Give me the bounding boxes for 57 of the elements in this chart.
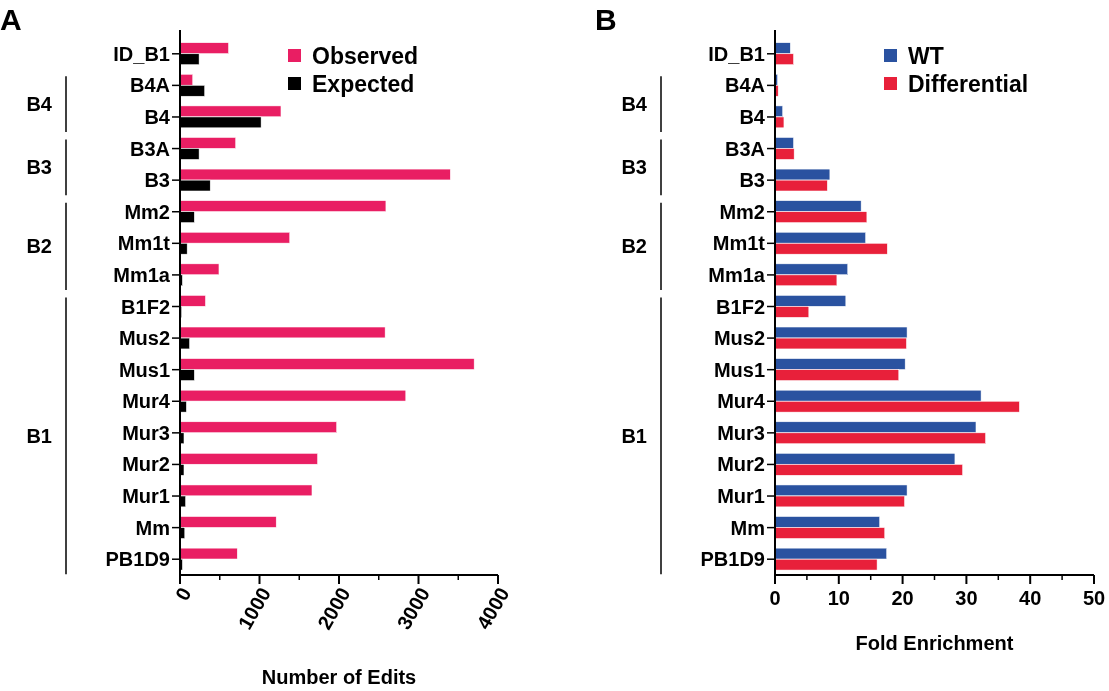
y-tick-label: Mm2 bbox=[124, 200, 170, 223]
y-tick-label: B4 bbox=[739, 105, 766, 128]
y-tick-label: B4 bbox=[144, 105, 171, 128]
y-tick-label: Mur1 bbox=[717, 485, 765, 508]
y-tick-label: B1F2 bbox=[121, 295, 170, 318]
y-tick-label: Mus2 bbox=[713, 327, 765, 350]
y-tick-label: PB1D9 bbox=[700, 548, 765, 571]
y-tick-label: ID_B1 bbox=[708, 42, 765, 65]
legend-label: Observed bbox=[312, 43, 419, 70]
legend-label: WT bbox=[908, 43, 944, 70]
x-tick-label: 10 bbox=[827, 587, 850, 609]
y-tick-label: B3 bbox=[144, 169, 170, 192]
y-tick-label: Mm bbox=[135, 516, 170, 539]
y-tick-label: Mm bbox=[730, 516, 765, 539]
x-tick-label: 50 bbox=[1082, 587, 1106, 609]
text: B4 bbox=[621, 93, 648, 116]
y-tick-label: B3A bbox=[724, 137, 765, 160]
y-tick-label: ID_B1 bbox=[113, 42, 170, 65]
text: B3 bbox=[621, 156, 647, 179]
y-tick-label: Mur1 bbox=[122, 485, 170, 508]
x-tick-label: 30 bbox=[955, 587, 978, 609]
y-tick-label: Mur2 bbox=[717, 453, 765, 476]
x-axis-title: Fold Enrichment bbox=[855, 632, 1014, 654]
y-tick-label: Mur2 bbox=[122, 453, 170, 476]
y-tick-label: B1F2 bbox=[716, 295, 765, 318]
x-tick-label: 0 bbox=[170, 583, 196, 605]
y-tick-label: Mus1 bbox=[713, 358, 765, 381]
y-tick-label: B4A bbox=[129, 74, 170, 97]
text: B2 bbox=[621, 235, 647, 258]
y-tick-label: B3A bbox=[129, 137, 170, 160]
y-tick-label: Mur4 bbox=[122, 390, 171, 413]
chart-title: A bbox=[0, 3, 22, 36]
y-tick-label: Mm1a bbox=[708, 263, 766, 286]
chart-title: B bbox=[595, 3, 617, 36]
y-tick-label: Mus1 bbox=[118, 358, 170, 381]
text: B3 bbox=[26, 156, 52, 179]
text: B1 bbox=[621, 424, 647, 447]
y-tick-label: Mm2 bbox=[719, 200, 765, 223]
x-tick-label: 20 bbox=[891, 587, 914, 609]
y-tick-label: Mur4 bbox=[717, 390, 766, 413]
y-tick-label: B4A bbox=[724, 74, 765, 97]
legend-label: Differential bbox=[908, 71, 1029, 98]
y-tick-label: B3 bbox=[739, 169, 765, 192]
y-tick-label: Mur3 bbox=[122, 421, 170, 444]
y-tick-label: PB1D9 bbox=[105, 548, 170, 571]
text: B2 bbox=[26, 235, 52, 258]
y-tick-label: Mur3 bbox=[717, 421, 765, 444]
y-tick-label: Mm1a bbox=[113, 263, 171, 286]
y-tick-label: Mm1t bbox=[117, 232, 171, 255]
x-tick-label: 40 bbox=[1019, 587, 1042, 609]
x-tick-label: 0 bbox=[769, 587, 781, 609]
legend-label: Expected bbox=[312, 71, 415, 98]
y-tick-label: Mus2 bbox=[118, 327, 170, 350]
text: B1 bbox=[26, 424, 52, 447]
x-axis-title: Number of Edits bbox=[261, 666, 417, 688]
text: B4 bbox=[26, 93, 53, 116]
y-tick-label: Mm1t bbox=[712, 232, 766, 255]
